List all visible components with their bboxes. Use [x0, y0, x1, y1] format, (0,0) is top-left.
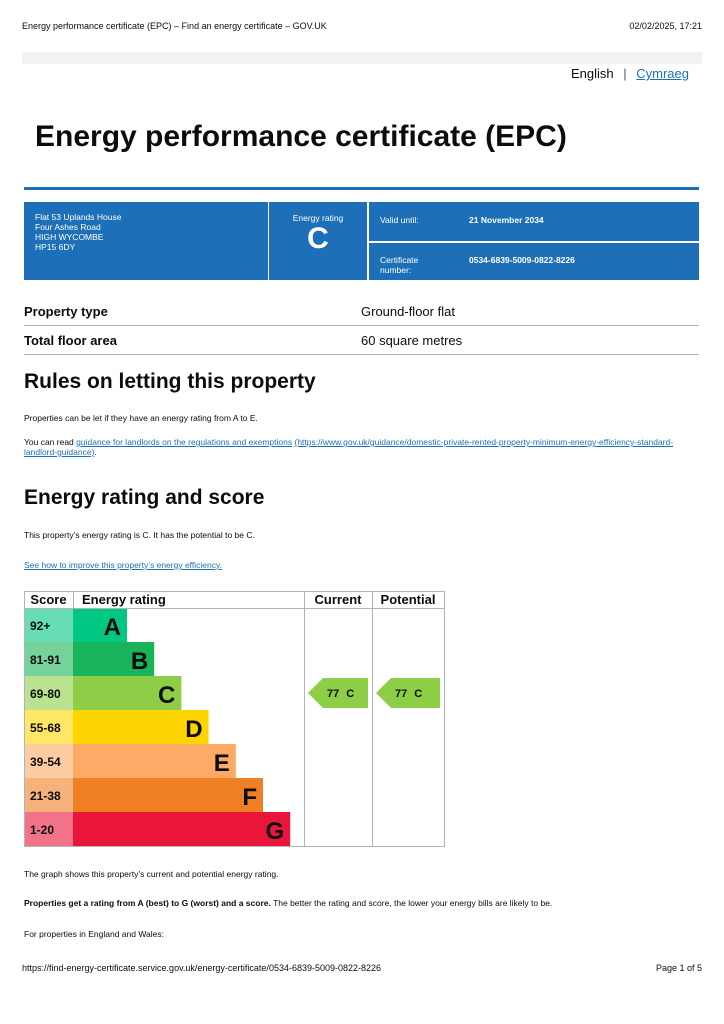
property-value: 60 square metres [361, 333, 463, 348]
address-line: Four Ashes Road [35, 222, 101, 232]
text: You can read [24, 437, 77, 447]
property-label: Property type [24, 304, 108, 319]
print-url: https://find-energy-certificate.service.… [22, 963, 382, 973]
score-label: 21-38 [30, 789, 61, 803]
rating-letter: B [131, 648, 148, 675]
rating-label: Energy rating [292, 213, 344, 223]
score-cell [24, 608, 73, 642]
rating-bar [73, 642, 155, 676]
paragraph: For properties in England and Wales: [24, 929, 165, 939]
paragraph: Properties can be let if they have an en… [24, 413, 258, 423]
score-cell [24, 778, 73, 812]
property-value: Ground-floor flat [361, 304, 455, 319]
score-cell [24, 710, 73, 744]
section-heading: Rules on letting this property [24, 370, 316, 393]
certificate-value: 0534-6839-5009-0822-8226 [469, 255, 575, 265]
text: The better the rating and score, the low… [270, 898, 553, 908]
potential-arrow [376, 678, 440, 708]
rating-letter: D [185, 716, 202, 743]
score-cell [24, 812, 73, 846]
current-label: 77 C [327, 688, 354, 700]
rating-value: C [307, 222, 329, 255]
section-heading: Energy rating and score [24, 486, 265, 509]
improve-link[interactable]: See how to improve this property’s energ… [24, 560, 222, 570]
certificate-label: Certificate number: [380, 255, 419, 275]
language-separator: | [623, 66, 627, 81]
score-label: 81-91 [30, 653, 61, 667]
valid-label: Valid until: [380, 215, 419, 225]
rating-cell: Energy rating C [269, 202, 367, 280]
potential-letter: C [414, 688, 422, 700]
column-header: Current [315, 592, 363, 607]
address-line: Flat 53 Uplands House [35, 212, 122, 222]
rating-bar [73, 608, 127, 642]
rating-letter: E [214, 750, 230, 777]
address-line: HIGH WYCOMBE [35, 232, 104, 242]
current-score: 77 [327, 688, 339, 700]
current-arrow [308, 678, 368, 708]
property-row: Total floor area 60 square metres [24, 326, 699, 355]
rating-bar [73, 710, 209, 744]
potential-score: 77 [395, 688, 407, 700]
score-cell [24, 744, 73, 778]
guidance-url: (https://www.gov.uk/guidance/domestic-pr… [24, 437, 674, 457]
rating-bar [73, 744, 236, 778]
potential-label: 77 C [395, 688, 422, 700]
print-datetime: 02/02/2025, 17:21 [629, 21, 702, 31]
table-border [24, 591, 445, 847]
certificate-cell: Certificate number: 0534-6839-5009-0822-… [369, 243, 699, 280]
rating-letter: G [266, 818, 285, 845]
paragraph: The graph shows this property’s current … [24, 869, 279, 879]
page-title: Energy performance certificate (EPC) [35, 120, 567, 153]
score-cell [24, 642, 73, 676]
score-cell [24, 676, 73, 710]
valid-value: 21 November 2034 [469, 215, 544, 225]
rating-letter: F [242, 784, 257, 811]
rating-bar [73, 676, 182, 710]
paragraph: You can read guidance for landlords on t… [24, 437, 684, 457]
guidance-link[interactable]: guidance for landlords on the regulation… [76, 437, 293, 447]
header-bar [22, 52, 702, 64]
property-label: Total floor area [24, 333, 117, 348]
score-label: 39-54 [30, 755, 61, 769]
print-page: Page 1 of 5 [655, 963, 702, 973]
column-header: Energy rating [82, 592, 166, 607]
address-line: HP15 6DY [35, 242, 76, 252]
rating-letter: A [104, 614, 121, 641]
score-label: 55-68 [30, 721, 61, 735]
paragraph: This property’s energy rating is C. It h… [24, 530, 255, 540]
column-header: Score [30, 592, 66, 607]
language-switch: English | Cymraeg [571, 66, 689, 81]
current-letter: C [346, 688, 354, 700]
language-current: English [570, 66, 614, 81]
rating-bar [73, 778, 263, 812]
text: . [94, 447, 97, 457]
rating-letter: C [158, 682, 175, 709]
bold-text: Properties get a rating from A (best) to… [24, 898, 271, 908]
epc-graph: Score Energy rating Current Potential 92+ A 81… [24, 591, 445, 847]
score-label: 69-80 [30, 687, 61, 701]
title-rule [24, 187, 699, 190]
score-label: 92+ [30, 619, 50, 633]
column-header: Potential [381, 592, 436, 607]
rating-bar [73, 812, 291, 846]
property-row: Property type Ground-floor flat [24, 297, 699, 326]
valid-cell: Valid until: 21 November 2034 [369, 202, 699, 241]
address-cell: Flat 53 Uplands House Four Ashes Road HI… [24, 202, 268, 280]
print-title: Energy performance certificate (EPC) – F… [22, 21, 327, 31]
paragraph: Properties get a rating from A (best) to… [24, 898, 552, 908]
language-link[interactable]: Cymraeg [636, 66, 689, 81]
score-label: 1-20 [30, 823, 54, 837]
